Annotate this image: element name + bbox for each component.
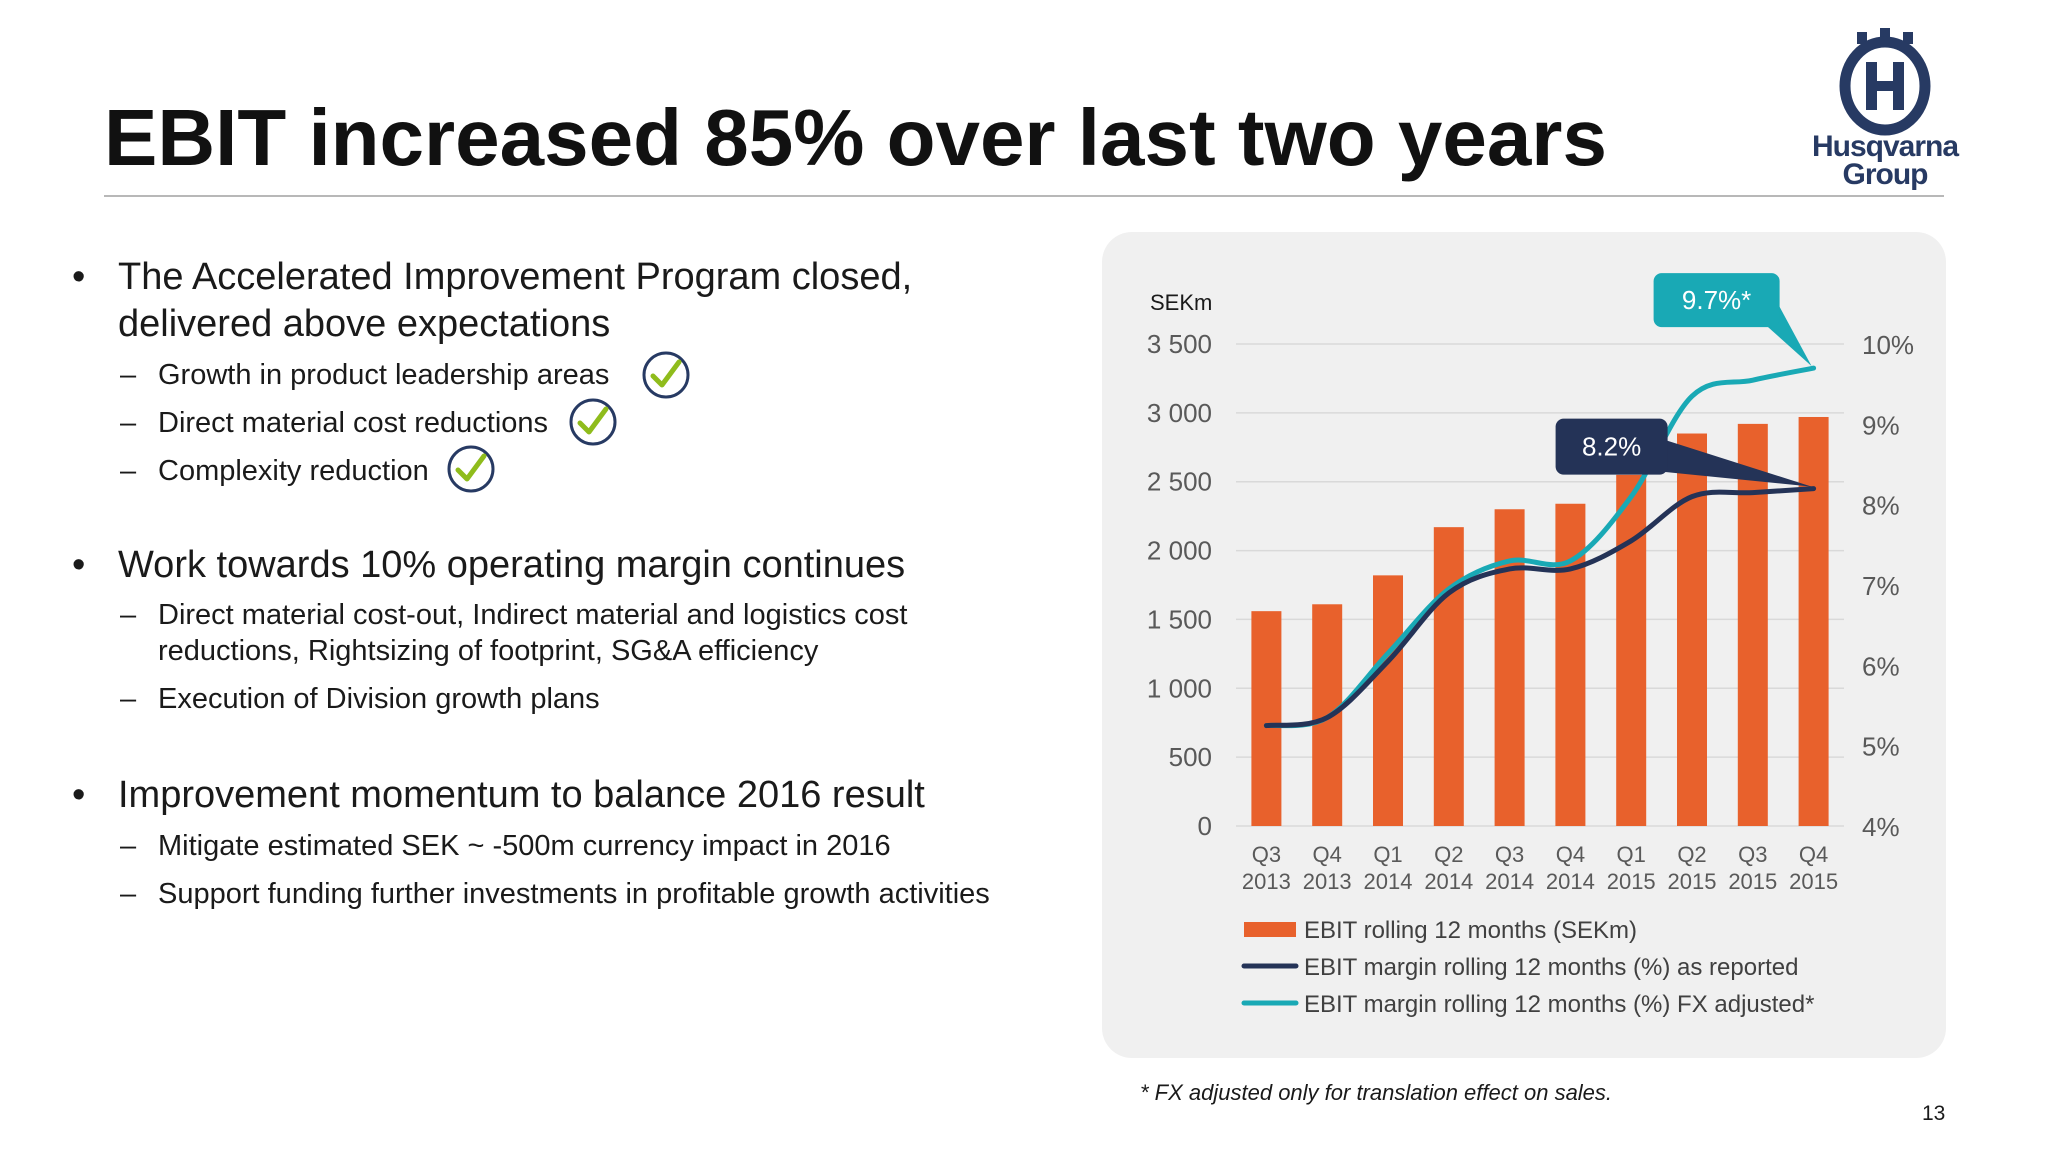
left-axis-tick-label: 1 000 [1147, 673, 1212, 703]
footnote: * FX adjusted only for translation effec… [1140, 1080, 1613, 1105]
left-axis-tick-label: 3 000 [1147, 398, 1212, 428]
right-axis-tick-label: 7% [1862, 571, 1900, 601]
bullet-dot: • [72, 774, 86, 816]
bar [1373, 575, 1403, 826]
x-axis-tick-label: Q4 [1799, 842, 1828, 867]
legend-label: EBIT rolling 12 months (SEKm) [1304, 917, 1637, 944]
right-axis-tick-label: 10% [1862, 330, 1914, 360]
y-axis-label: SEKm [1150, 290, 1212, 315]
bullet-dot: • [72, 256, 86, 298]
page-number: 13 [1922, 1102, 1946, 1125]
bar [1737, 423, 1768, 826]
sub-bullet-text: Execution of Division growth plans [158, 683, 600, 715]
left-axis-tick-label: 1 500 [1147, 604, 1212, 634]
legend-swatch-bar [1244, 922, 1296, 937]
right-axis-tick-label: 5% [1862, 732, 1900, 762]
callout-label: 9.7%* [1682, 285, 1751, 315]
callout-box [1653, 273, 1780, 328]
sub-bullet-text: Complexity reduction [158, 455, 429, 487]
bar [1433, 527, 1464, 826]
x-axis-tick-label: Q2 [1434, 842, 1463, 867]
left-axis-tick-label: 2 000 [1147, 536, 1212, 566]
sub-bullet-dash: – [120, 407, 137, 439]
x-axis-tick-label: Q3 [1495, 842, 1524, 867]
series-line [1263, 486, 1817, 729]
legend-label: EBIT margin rolling 12 months (%) FX adj… [1304, 991, 1814, 1018]
husqvarna-logo: Husqvarna Group [1790, 28, 1980, 193]
left-axis-tick-label: 3 500 [1147, 329, 1212, 359]
callout-label: 8.2% [1582, 432, 1641, 462]
bullet-dot: • [72, 544, 86, 586]
x-axis-tick-label: 2015 [1728, 869, 1777, 894]
x-axis-tick-label: 2014 [1485, 869, 1534, 894]
left-axis-tick-label: 2 500 [1147, 467, 1212, 497]
sub-bullet-dash: – [120, 359, 137, 391]
title-divider [104, 195, 1944, 197]
chart-panel: 0 500 1 000 1 500 2 000 2 500 3 000 3 500 SEKm 4%… [1102, 232, 1946, 1058]
sub-bullet-text: Direct material cost reductions [158, 407, 549, 439]
right-axis-tick-label: 9% [1862, 410, 1900, 440]
right-axis-tick-label: 6% [1862, 651, 1900, 681]
checkmark-icon [447, 445, 495, 493]
x-axis-tick-label: Q1 [1617, 842, 1646, 867]
sub-bullet-dash: – [120, 455, 137, 487]
bullet-text: Work towards 10% operating margin contin… [118, 544, 906, 586]
bar [1494, 509, 1525, 826]
x-axis-tick-label: 2015 [1789, 869, 1838, 894]
left-axis-tick-label: 500 [1169, 742, 1212, 772]
logo-wordmark-line1: Husqvarna [1811, 130, 1959, 163]
x-axis-tick-label: Q3 [1738, 842, 1767, 867]
right-axis-tick-label: 8% [1862, 491, 1900, 521]
x-axis-tick-label: Q3 [1252, 842, 1281, 867]
callout-pointer [1651, 438, 1812, 487]
x-axis-tick-label: Q4 [1556, 842, 1585, 867]
x-axis-tick-label: 2014 [1364, 869, 1413, 894]
sub-bullet-dash: – [120, 599, 137, 631]
right-axis-tick-label: 4% [1862, 812, 1900, 842]
logo-wordmark-line2: Group [1842, 158, 1929, 191]
checkmark-icon [569, 398, 617, 446]
x-axis-tick-label: 2015 [1668, 869, 1717, 894]
series-line [1263, 365, 1817, 729]
slide-title: EBIT increased 85% over last two years [104, 93, 1607, 182]
x-axis-tick-label: Q4 [1313, 842, 1342, 867]
legend-label: EBIT margin rolling 12 months (%) as rep… [1304, 954, 1798, 981]
bar [1798, 416, 1829, 826]
x-axis-tick-label: 2015 [1607, 869, 1656, 894]
bullet-text: The Accelerated Improvement Program clos… [118, 256, 913, 345]
x-axis-tick-label: Q2 [1677, 842, 1706, 867]
bar [1616, 474, 1647, 826]
sub-bullet-text: Support funding further investments in p… [158, 878, 990, 910]
sub-bullet-text: Mitigate estimated SEK ~ -500m currency … [158, 830, 891, 862]
bar [1251, 611, 1282, 826]
left-axis-tick-label: 0 [1198, 811, 1212, 841]
bullet-text: Improvement momentum to balance 2016 res… [118, 774, 925, 816]
x-axis-tick-label: Q1 [1373, 842, 1402, 867]
x-axis-tick-label: 2013 [1242, 869, 1291, 894]
x-axis-tick-label: 2013 [1303, 869, 1352, 894]
sub-bullet-dash: – [120, 878, 137, 910]
sub-bullet-text: Growth in product leadership areas [158, 359, 610, 391]
x-axis-tick-label: 2014 [1546, 869, 1595, 894]
sub-bullet-dash: – [120, 683, 137, 715]
sub-bullet-dash: – [120, 830, 137, 862]
ebit-chart: 0 500 1 000 1 500 2 000 2 500 3 000 3 500 SEKm 4%… [1147, 273, 1914, 1018]
sub-bullet-text: Direct material cost-out, Indirect mater… [158, 599, 908, 667]
callout-box [1555, 418, 1668, 475]
checkmark-icon [642, 351, 690, 399]
x-axis-tick-label: 2014 [1424, 869, 1473, 894]
crown-h-icon [1839, 28, 1931, 136]
